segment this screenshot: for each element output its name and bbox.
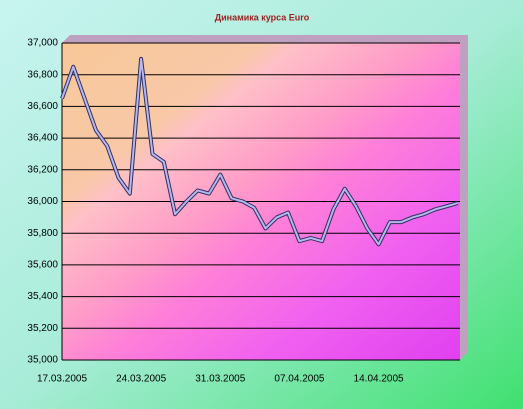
y-tick-label: 36,800 [27,69,58,80]
y-tick-label: 35,400 [27,291,58,302]
y-tick-label: 37,000 [27,38,58,49]
y-tick-label: 36,600 [27,101,58,112]
y-tick-label: 35,000 [27,355,58,366]
y-tick-label: 35,800 [27,228,58,239]
line [61,57,458,246]
x-tick-label: 24.03.2005 [116,374,166,385]
x-tick-label: 17.03.2005 [37,374,87,385]
y-tick-label: 35,200 [27,323,58,334]
y-tick-label: 36,400 [27,133,58,144]
chart-title: Динамика курса Euro [215,12,310,22]
y-tick-label: 35,600 [27,260,58,271]
y-tick-label: 36,200 [27,164,58,175]
y-tick-label: 36,000 [27,196,58,207]
x-tick-label: 31.03.2005 [195,374,245,385]
x-tick-label: 14.04.2005 [354,374,404,385]
x-tick-label: 07.04.2005 [274,374,324,385]
